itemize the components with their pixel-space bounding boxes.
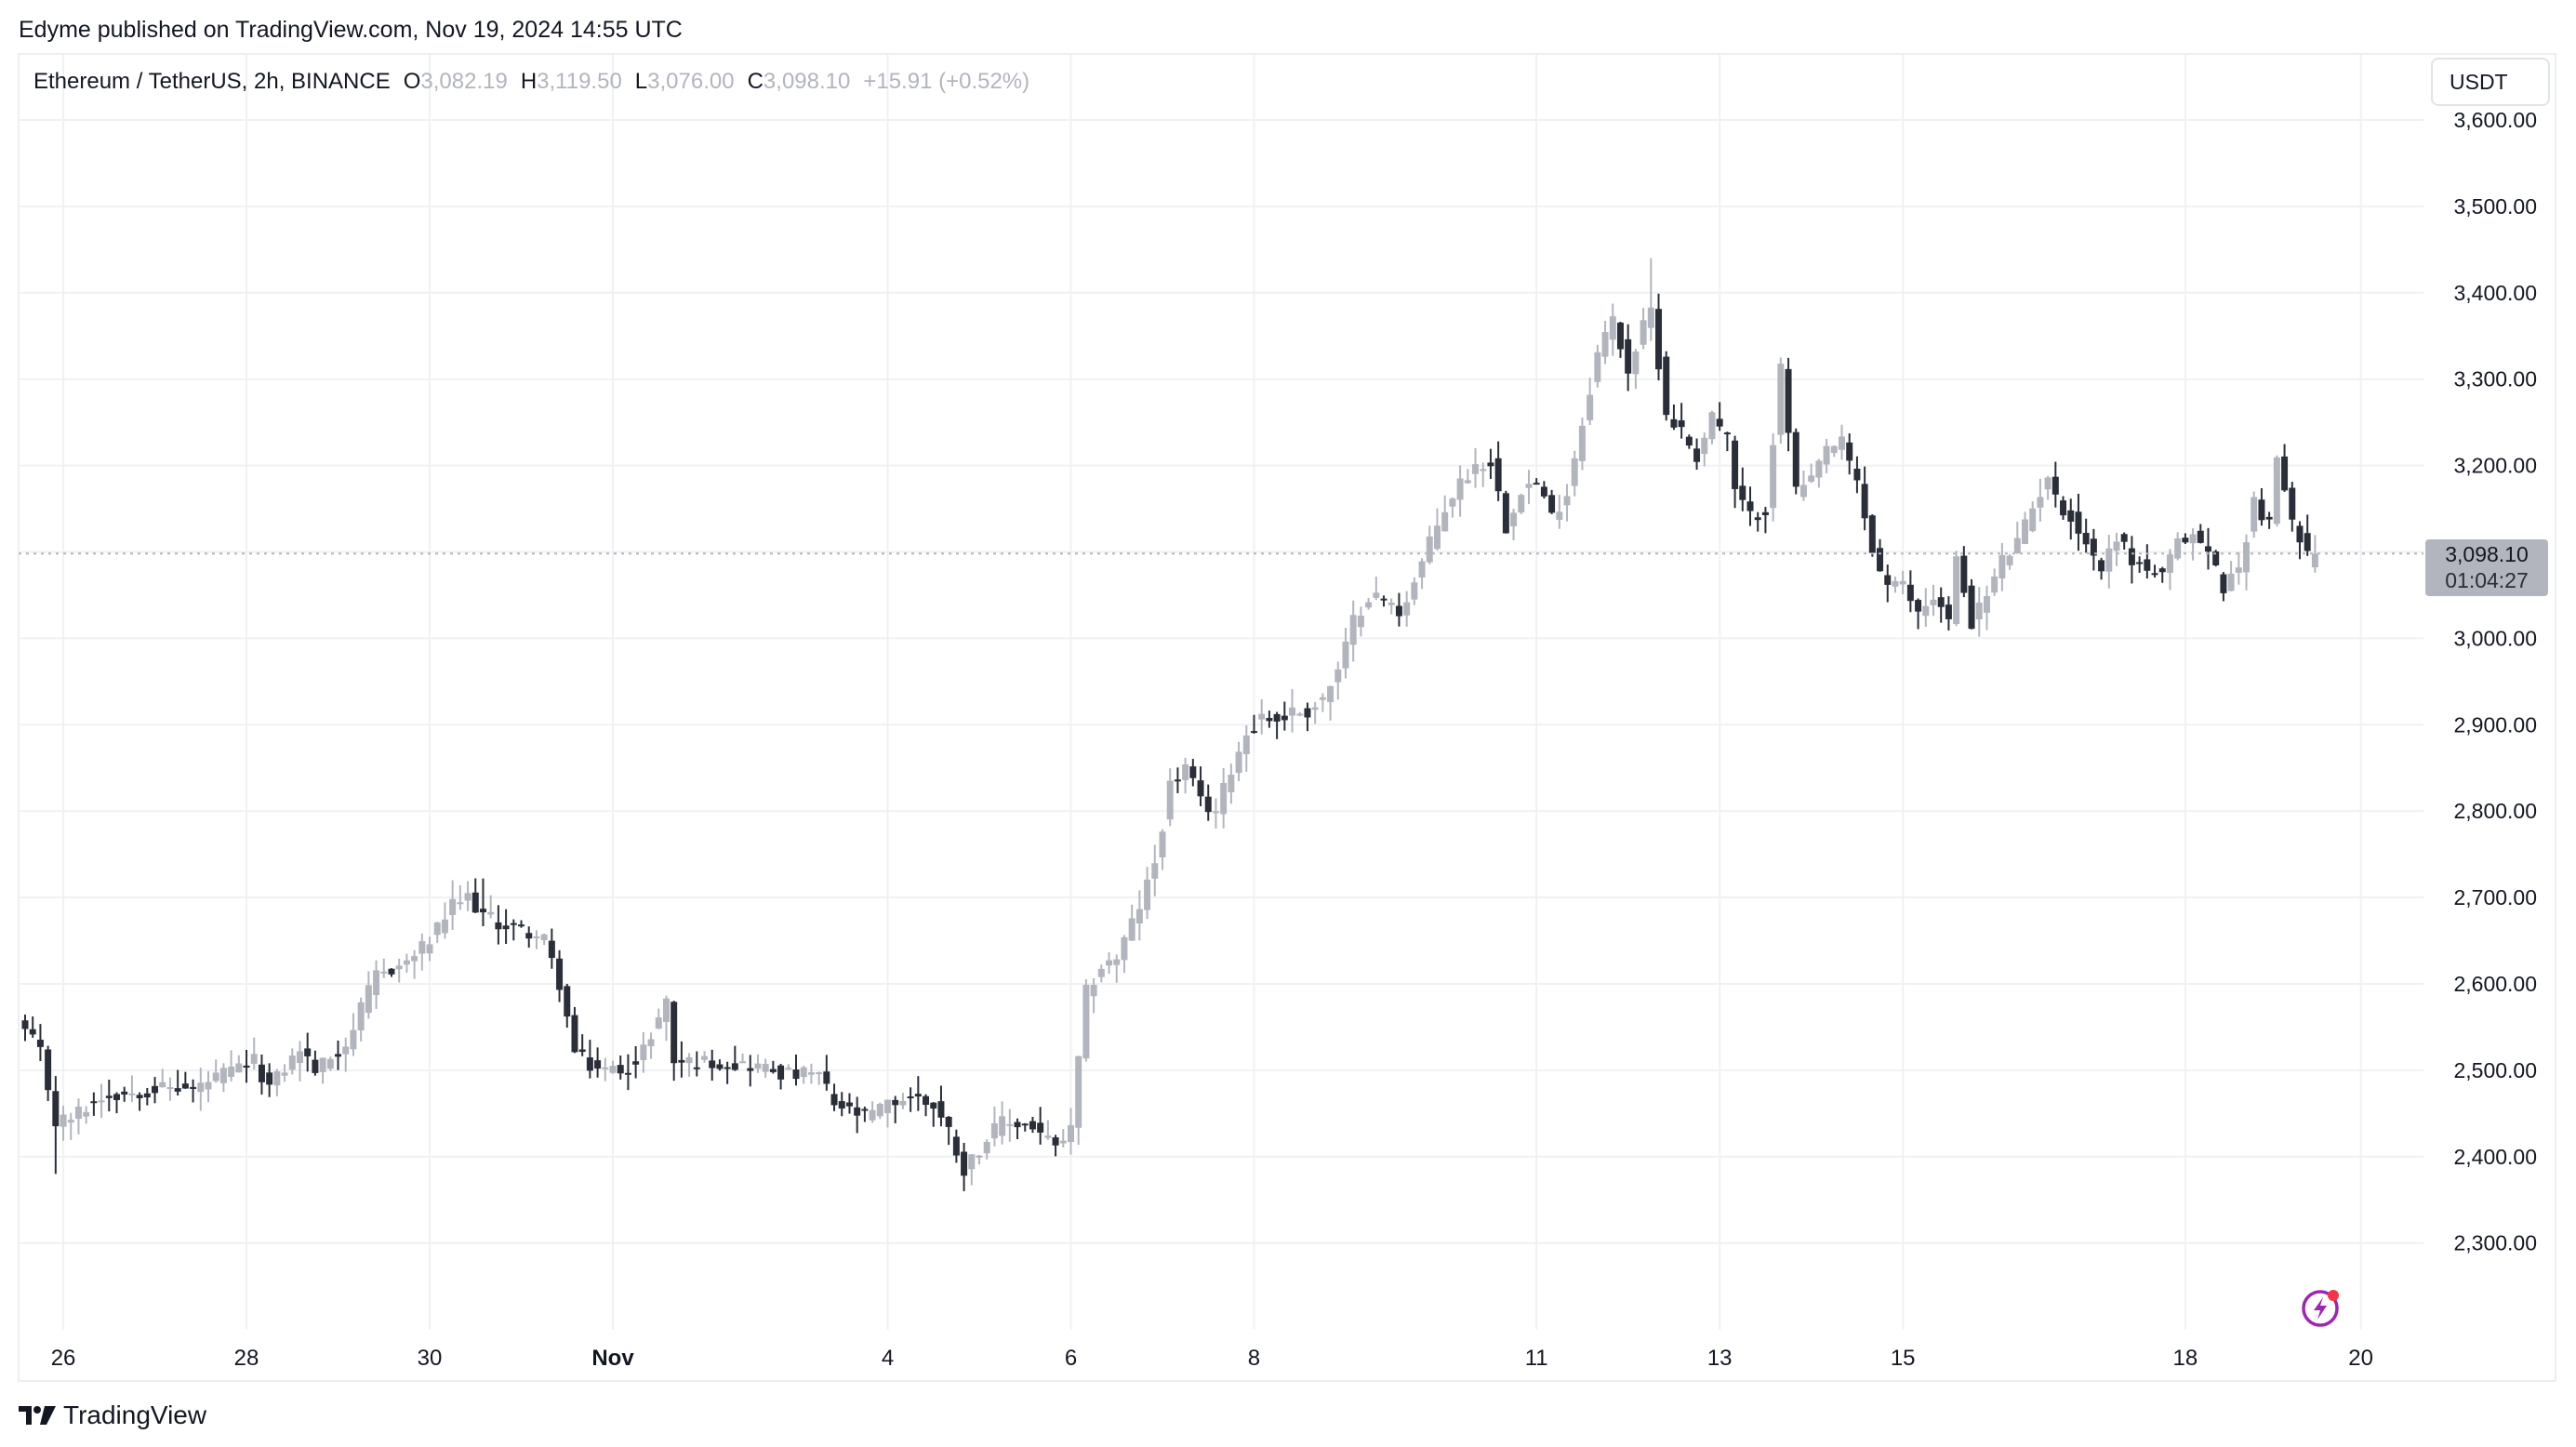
brand-name: TradingView: [63, 1401, 207, 1429]
low-label: L: [634, 69, 648, 94]
time-tick-label: 6: [1065, 1346, 1077, 1371]
price-tick-label: 3,000.00: [2453, 626, 2537, 650]
time-tick-label: 20: [2348, 1346, 2373, 1371]
time-tick-label: Nov: [591, 1346, 634, 1371]
time-tick-label: 30: [418, 1346, 443, 1371]
price-tick-label: 2,500.00: [2453, 1058, 2537, 1082]
price-tick-label: 3,300.00: [2453, 367, 2537, 392]
bar-countdown: 01:04:27: [2445, 568, 2529, 592]
change-value: +15.91 (+0.52%): [863, 69, 1030, 94]
lightning-alert-icon[interactable]: [2300, 1286, 2344, 1329]
symbol-legend: Ethereum / TetherUS, 2h, BINANCE O 3,082…: [33, 69, 1029, 95]
high-label: H: [520, 69, 538, 94]
time-tick-label: 13: [1707, 1346, 1733, 1371]
price-tick-label: 3,600.00: [2453, 108, 2537, 132]
price-tick-label: 2,800.00: [2453, 799, 2537, 823]
time-axis[interactable]: 26 28 30 Nov 4 6 8 11 13 15 18 20: [51, 1346, 2373, 1371]
price-tick-label: 3,200.00: [2453, 454, 2537, 478]
price-axis[interactable]: 3,600.00 3,500.00 3,400.00 3,300.00 3,200.00…: [2453, 108, 2537, 1255]
grid-lines: [19, 55, 2423, 1330]
time-tick-label: 18: [2173, 1346, 2198, 1371]
tradingview-logo-icon: [19, 1406, 56, 1425]
open-label: O: [403, 69, 421, 94]
last-price-value: 3,098.10: [2445, 542, 2529, 566]
close-value: 3,098.10: [763, 69, 851, 94]
open-value: 3,082.19: [420, 69, 508, 94]
price-tick-label: 2,600.00: [2453, 972, 2537, 996]
price-tick-label: 3,500.00: [2453, 194, 2537, 219]
symbol-title[interactable]: Ethereum / TetherUS, 2h, BINANCE: [33, 69, 391, 94]
candles: [21, 258, 2318, 1191]
price-tick-label: 3,400.00: [2453, 281, 2537, 305]
time-tick-label: 8: [1248, 1346, 1260, 1371]
publisher-line: Edyme published on TradingView.com, Nov …: [19, 17, 683, 43]
time-tick-label: 28: [234, 1346, 259, 1371]
time-tick-label: 11: [1525, 1346, 1548, 1371]
time-tick-label: 26: [51, 1346, 76, 1371]
last-price-label: 3,098.10 01:04:27: [2425, 539, 2548, 596]
price-tick-label: 2,900.00: [2453, 712, 2537, 737]
currency-button[interactable]: USDT: [2431, 58, 2550, 106]
time-tick-label: 15: [1891, 1346, 1916, 1371]
close-label: C: [747, 69, 764, 94]
chart-frame: [18, 53, 2556, 1382]
price-tick-label: 2,400.00: [2453, 1145, 2537, 1169]
tradingview-brand[interactable]: TradingView: [19, 1401, 206, 1430]
price-tick-label: 2,300.00: [2453, 1231, 2537, 1255]
low-value: 3,076.00: [647, 69, 735, 94]
price-tick-label: 2,700.00: [2453, 885, 2537, 909]
time-tick-label: 4: [882, 1346, 894, 1371]
high-value: 3,119.50: [537, 69, 622, 94]
